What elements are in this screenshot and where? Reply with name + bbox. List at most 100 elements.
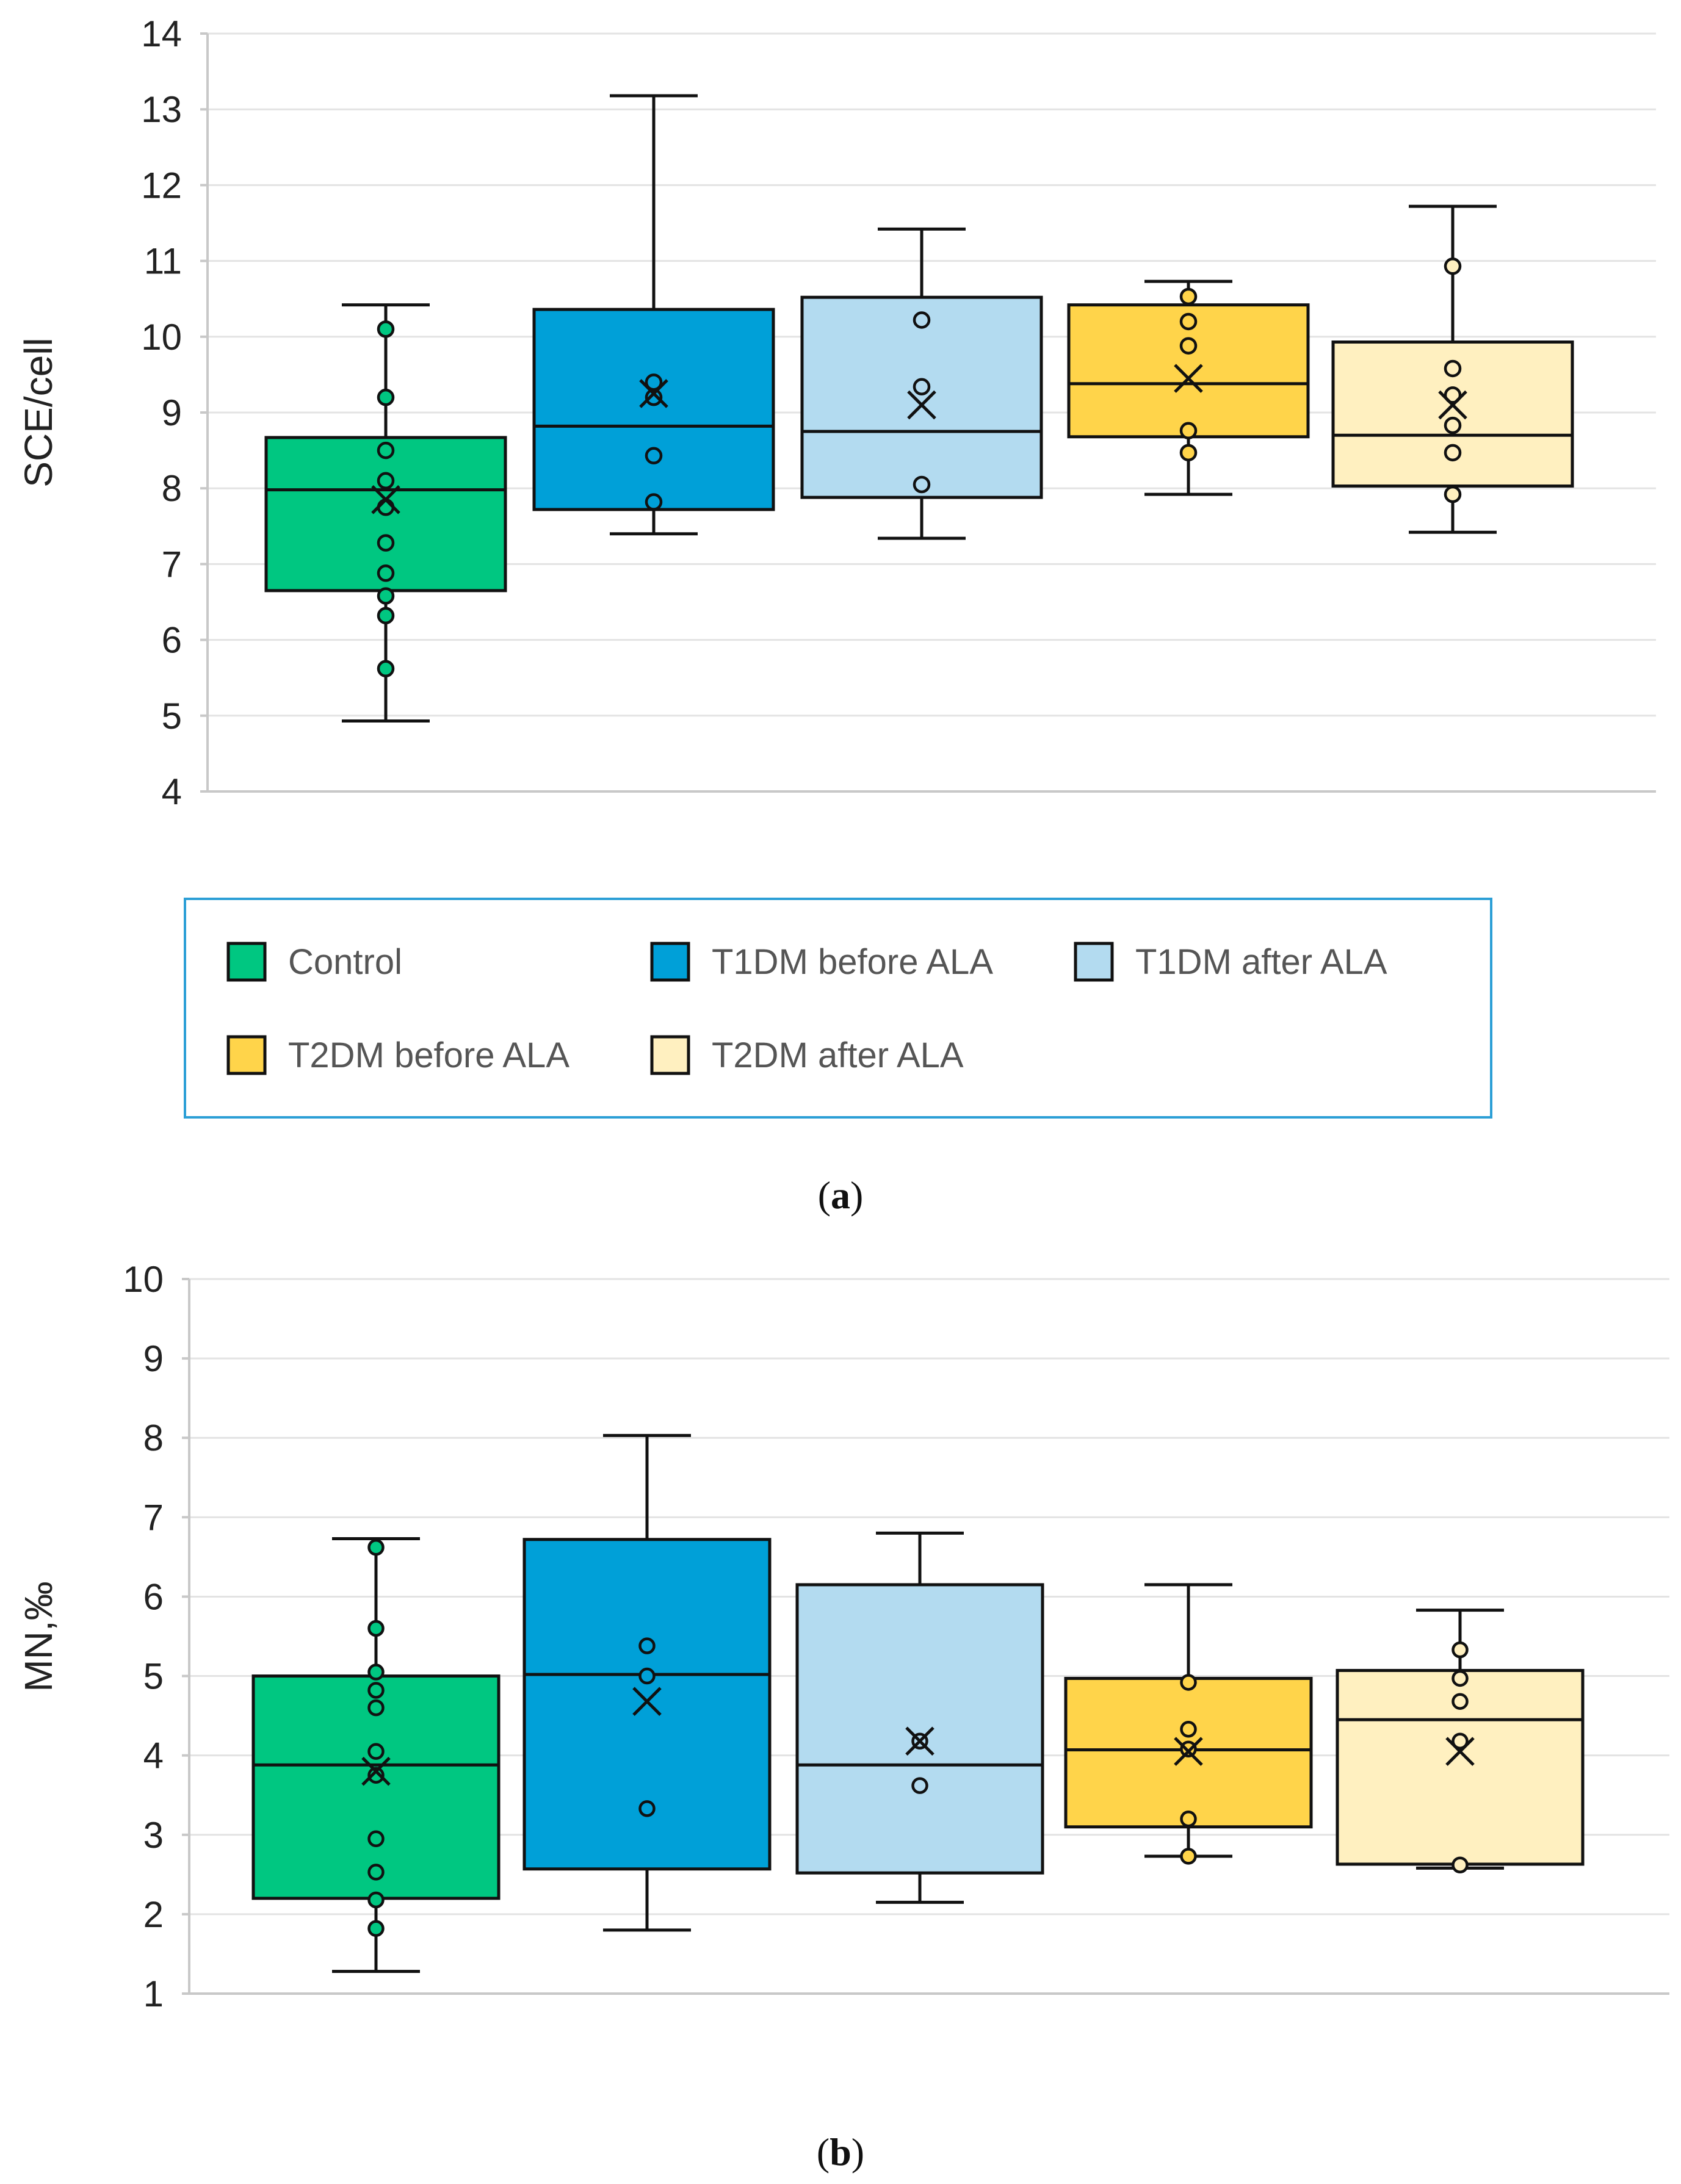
- data-point: [1451, 1856, 1469, 1873]
- box-t1dm-after-ala: [795, 1531, 1044, 1904]
- data-point: [645, 388, 663, 406]
- data-point: [638, 1637, 656, 1654]
- data-point: [1179, 287, 1198, 306]
- data-point: [1451, 1732, 1469, 1750]
- data-point: [1180, 1720, 1197, 1738]
- data-point: [1444, 416, 1462, 434]
- y-tick-label: 13: [141, 89, 182, 130]
- legend-label: T1DM before ALA: [712, 942, 993, 982]
- box-iqr: [795, 1583, 1044, 1875]
- data-point: [377, 564, 395, 582]
- mean-marker: [1445, 1737, 1475, 1766]
- y-tick-label: 2: [143, 1894, 164, 1935]
- legend-swatch: [1074, 942, 1114, 982]
- y-tick-label: 7: [143, 1497, 164, 1538]
- data-point: [1451, 1670, 1469, 1687]
- data-point: [367, 1682, 385, 1699]
- data-point: [1179, 337, 1198, 355]
- y-tick-label: 10: [123, 1259, 164, 1300]
- box-t1dm-before-ala: [532, 94, 775, 536]
- legend-swatch: [650, 942, 690, 982]
- data-point: [367, 1699, 385, 1717]
- data-point: [367, 1830, 385, 1848]
- caption-b: (b): [817, 2130, 864, 2174]
- legend-swatch: [650, 1035, 690, 1075]
- legend-item-control: Control: [226, 942, 402, 982]
- mean-marker: [1438, 390, 1467, 420]
- y-tick-label: 3: [143, 1815, 164, 1856]
- data-point: [913, 311, 931, 329]
- legend-border: [184, 898, 1492, 1119]
- data-point: [911, 1777, 928, 1794]
- caption-a: (a): [818, 1173, 864, 1217]
- mean-marker: [639, 379, 668, 408]
- data-point: [1451, 1641, 1469, 1659]
- y-tick-label: 1: [143, 1973, 164, 2014]
- legend-label: T1DM after ALA: [1135, 942, 1387, 982]
- y-tick-label: 5: [143, 1656, 164, 1697]
- y-tick-label: 11: [144, 241, 182, 282]
- y-tick-label: 4: [143, 1735, 164, 1776]
- mean-marker: [905, 1726, 934, 1756]
- data-point: [1451, 1693, 1469, 1710]
- data-point: [377, 499, 395, 516]
- mean-marker: [371, 485, 400, 514]
- mean-marker: [907, 390, 936, 420]
- data-point: [377, 388, 395, 406]
- data-point: [367, 1743, 385, 1760]
- data-point: [645, 493, 663, 511]
- data-point: [1180, 1740, 1197, 1758]
- legend-label: T2DM before ALA: [288, 1036, 569, 1075]
- legend-label: T2DM after ALA: [712, 1036, 964, 1075]
- data-point: [367, 1891, 385, 1909]
- data-point: [1444, 359, 1462, 378]
- y-tick-label: 7: [162, 544, 182, 585]
- legend-item-t1dm-after-ala: T1DM after ALA: [1074, 942, 1387, 982]
- legend-label: Control: [288, 942, 402, 982]
- y-tick-label: 14: [141, 13, 182, 54]
- y-tick-label: 10: [141, 317, 182, 358]
- data-point: [367, 1920, 385, 1937]
- data-point: [913, 475, 931, 494]
- data-point: [367, 1620, 385, 1637]
- data-point: [913, 378, 931, 396]
- legend-item-t2dm-after-ala: T2DM after ALA: [650, 1035, 964, 1075]
- data-point: [367, 1539, 385, 1556]
- box-control: [251, 1537, 501, 1973]
- data-point: [1180, 1811, 1197, 1828]
- box-iqr: [522, 1538, 772, 1871]
- box-iqr: [532, 308, 775, 511]
- box-t2dm-after-ala: [1336, 1609, 1585, 1873]
- data-point: [377, 587, 395, 605]
- y-tick-label: 9: [143, 1338, 164, 1379]
- box-t2dm-before-ala: [1064, 1583, 1313, 1865]
- box-t2dm-before-ala: [1067, 279, 1310, 496]
- data-point: [1179, 312, 1198, 331]
- y-tick-label: 6: [143, 1576, 164, 1617]
- y-tick-label: 8: [162, 468, 182, 509]
- data-point: [1180, 1674, 1197, 1691]
- mean-marker: [361, 1756, 391, 1786]
- mean-marker: [1174, 1737, 1203, 1766]
- legend: Control T1DM before ALA T1DM after ALA T2DM…: [184, 898, 1492, 1119]
- box-control: [264, 303, 507, 723]
- y-tick-label: 4: [162, 771, 182, 812]
- data-point: [377, 320, 395, 338]
- data-point: [377, 534, 395, 552]
- box-t2dm-after-ala: [1331, 204, 1574, 534]
- data-point: [1179, 422, 1198, 440]
- y-axis-label: SCE/cell: [16, 337, 60, 487]
- mean-marker: [1174, 364, 1203, 393]
- data-point: [377, 660, 395, 678]
- panel-a-chart: 4 5 6 7 8 9 10 11 12 13 14 SCE/cell: [16, 13, 1656, 812]
- y-tick-label: 12: [141, 165, 182, 206]
- data-point: [367, 1767, 385, 1784]
- data-point: [1444, 485, 1462, 503]
- data-point: [1444, 258, 1462, 275]
- data-point: [377, 441, 395, 460]
- legend-item-t1dm-before-ala: T1DM before ALA: [650, 942, 993, 982]
- data-point: [1444, 386, 1462, 404]
- data-point: [638, 1667, 656, 1685]
- data-point: [377, 607, 395, 625]
